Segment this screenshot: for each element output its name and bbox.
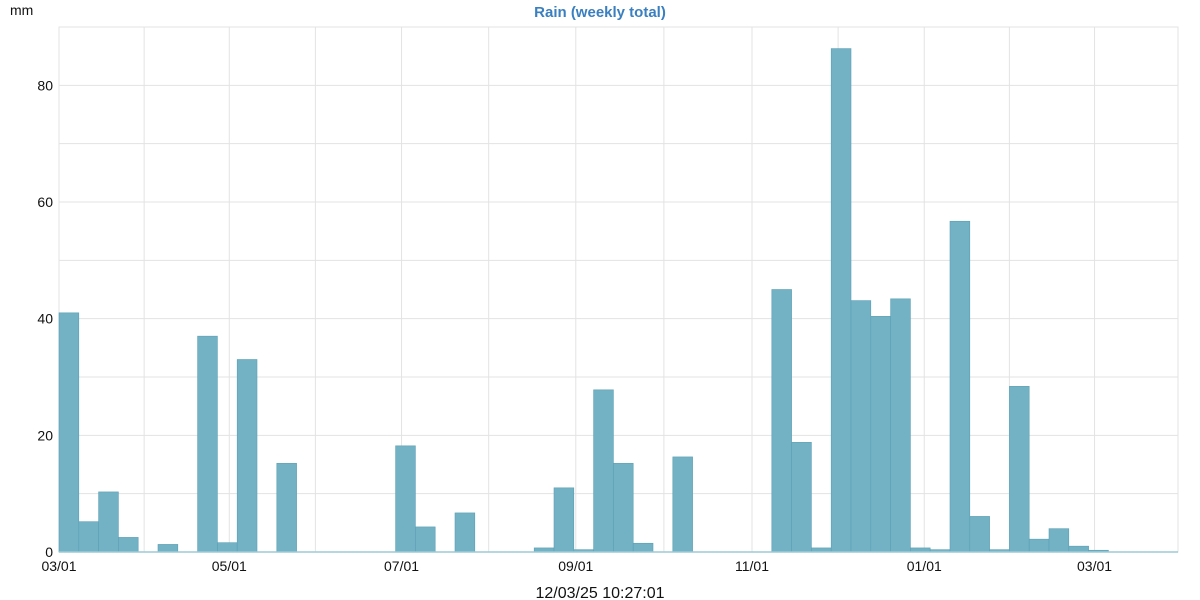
x-tick-label: 09/01	[558, 558, 593, 574]
rain-bar	[969, 516, 990, 553]
rain-bar	[395, 445, 416, 553]
y-tick-label: 60	[37, 194, 53, 210]
rain-bar	[791, 442, 812, 553]
rain-bar	[98, 491, 119, 553]
y-tick-label: 40	[37, 311, 53, 327]
rain-bar	[276, 463, 297, 553]
rain-bar	[771, 289, 792, 553]
chart-title: Rain (weekly total)	[534, 4, 666, 21]
bars-layer	[58, 48, 1109, 553]
x-tick-label: 05/01	[212, 558, 247, 574]
y-axis-unit-label: mm	[10, 2, 33, 18]
rain-bar	[118, 537, 139, 553]
rain-bar	[217, 542, 238, 553]
rain-bar	[850, 300, 872, 553]
y-tick-label: 80	[37, 77, 53, 93]
rain-bar	[593, 389, 614, 553]
rain-bar	[197, 335, 218, 553]
rain-bar	[870, 316, 891, 553]
rain-bar	[949, 220, 971, 553]
x-tick-label: 11/01	[735, 558, 769, 574]
x-tick-label: 01/01	[907, 558, 942, 574]
rain-bar	[672, 456, 693, 553]
rain-bar	[830, 48, 852, 553]
rain-bar	[553, 487, 575, 553]
rain-bar	[78, 521, 99, 553]
x-tick-label: 07/01	[384, 558, 419, 574]
timestamp-label: 12/03/25 10:27:01	[535, 585, 664, 600]
rain-bar	[236, 359, 258, 553]
rain-bar	[613, 463, 634, 553]
rain-bar	[157, 544, 179, 553]
x-tick-label: 03/01	[41, 558, 76, 574]
rain-bar	[632, 542, 654, 553]
rain-bar	[454, 512, 476, 553]
rain-bar	[58, 312, 80, 553]
y-tick-label: 20	[37, 427, 53, 443]
y-tick-label: 0	[45, 544, 53, 560]
rain-bar	[415, 526, 436, 553]
rain-bar	[1048, 528, 1070, 553]
axis-layer: 0 20 40 60 80 03/01 05/01 07/01 09/01 11/01 01/01 0…	[37, 77, 1178, 574]
rain-bar	[1009, 386, 1030, 553]
grid-layer	[58, 26, 1179, 553]
rain-bar	[1068, 545, 1089, 553]
rain-bar	[1028, 538, 1050, 553]
rain-bar	[890, 298, 911, 553]
x-tick-label: 03/01	[1077, 558, 1112, 574]
